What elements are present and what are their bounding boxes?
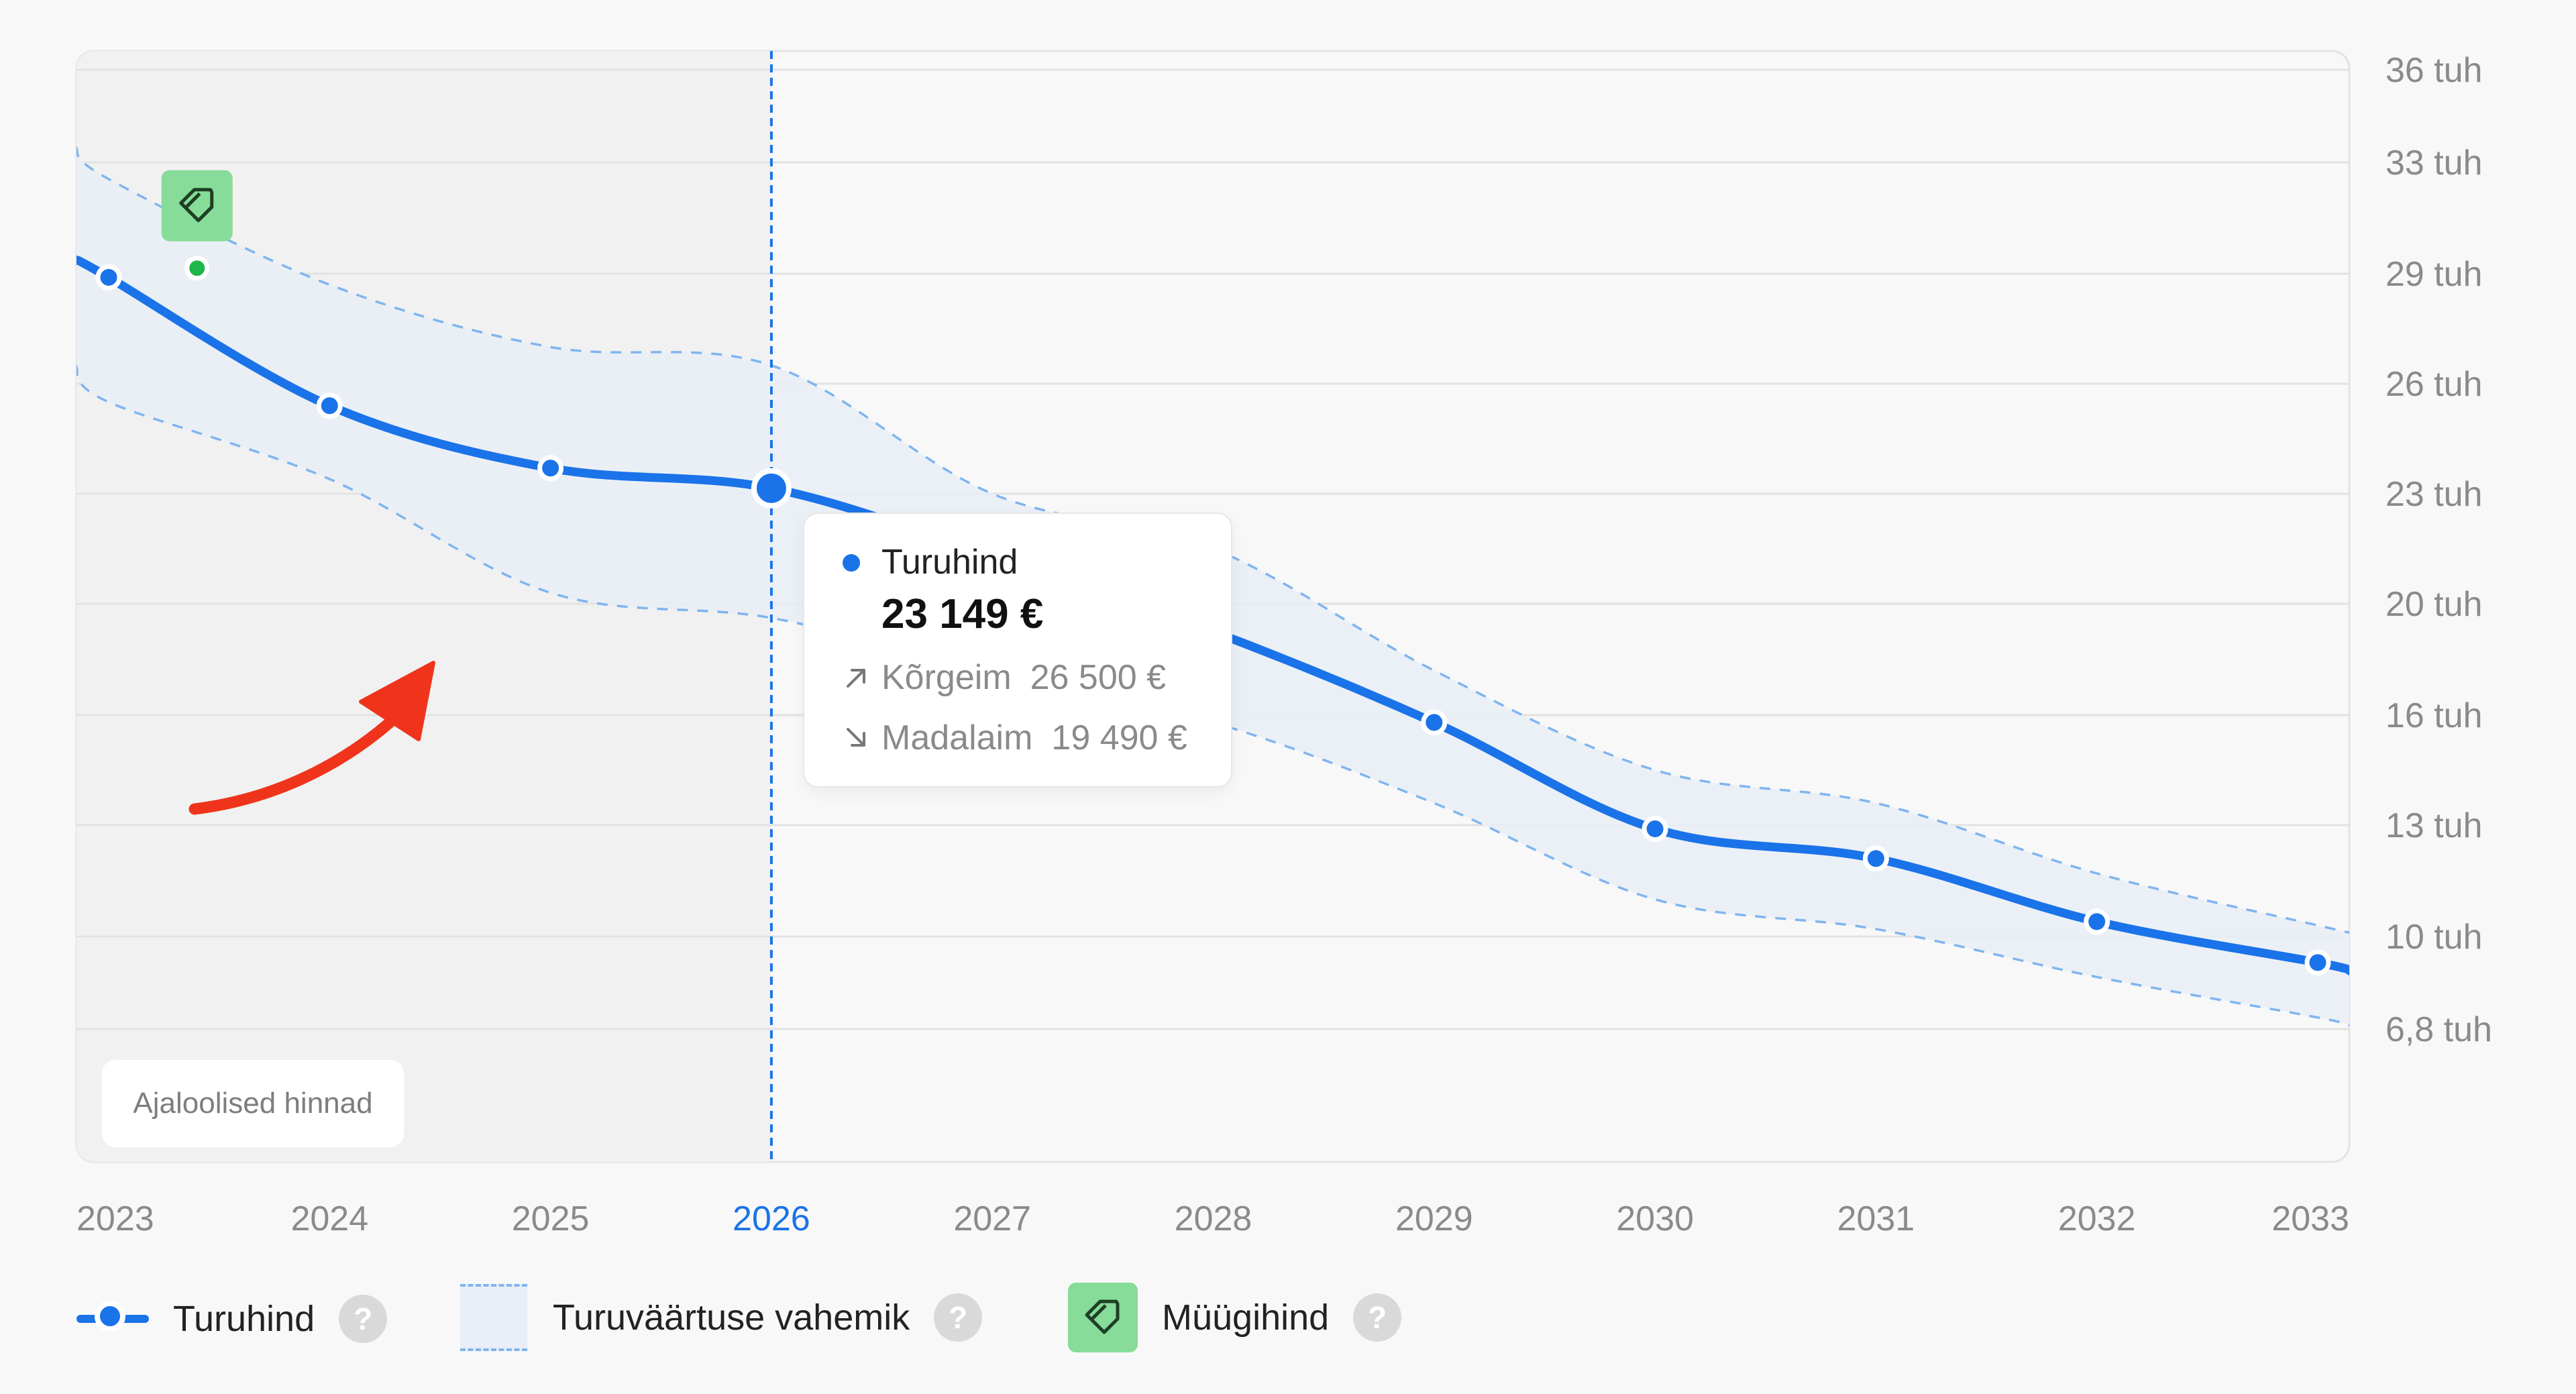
x-tick-label: 2023 xyxy=(76,1199,154,1238)
x-tick-label: 2027 xyxy=(953,1199,1031,1238)
y-tick-label: 10 tuh xyxy=(2385,918,2483,957)
x-tick-label: 2033 xyxy=(2271,1199,2349,1238)
x-tick-label: 2025 xyxy=(512,1199,590,1238)
legend-item-market-price[interactable]: Turuhind ? xyxy=(76,1295,388,1343)
price-point xyxy=(1421,709,1448,736)
x-tick-label: 2030 xyxy=(1616,1199,1694,1238)
sale-price-dot xyxy=(184,256,210,281)
arrow-up-right-icon xyxy=(847,669,865,688)
help-icon[interactable]: ? xyxy=(1353,1293,1402,1342)
tooltip-low-label: Madalaim xyxy=(881,718,1033,757)
price-point xyxy=(1862,845,1889,872)
help-icon[interactable]: ? xyxy=(934,1293,983,1342)
price-tooltip xyxy=(803,513,1232,788)
x-tick-label: 2028 xyxy=(1175,1199,1252,1238)
legend-label-value-range: Turuväärtuse vahemik xyxy=(553,1297,910,1338)
selected-price-point xyxy=(751,468,792,508)
historical-prices-label: Ajaloolised hinnad xyxy=(133,1087,373,1120)
sale-price-marker[interactable] xyxy=(161,170,233,281)
tooltip-high-value: 26 500 € xyxy=(1030,658,1167,697)
tooltip-price-value: 23 149 € xyxy=(881,591,1044,637)
legend-label-sale-price: Müügihind xyxy=(1162,1297,1330,1338)
x-tick-label: 2026 xyxy=(733,1199,810,1238)
red-curved-arrow-icon xyxy=(189,661,435,815)
tooltip-series-dot xyxy=(843,554,860,572)
y-tick-label: 20 tuh xyxy=(2385,585,2483,624)
dashed-range-icon xyxy=(460,1284,527,1351)
historical-prices-badge: Ajaloolised hinnad xyxy=(102,1060,404,1147)
price-point xyxy=(1642,816,1668,843)
x-tick-label: 2032 xyxy=(2058,1199,2136,1238)
x-tick-label: 2024 xyxy=(290,1199,368,1238)
legend-item-value-range[interactable]: Turuväärtuse vahemik ? xyxy=(460,1284,983,1351)
legend-label-market-price: Turuhind xyxy=(173,1299,315,1339)
arrow-down-right-icon xyxy=(847,728,865,747)
line-dot-icon xyxy=(76,1299,149,1339)
y-tick-label: 36 tuh xyxy=(2385,51,2483,90)
price-point xyxy=(316,392,343,419)
y-tick-label: 26 tuh xyxy=(2385,365,2483,404)
y-tick-label: 6,8 tuh xyxy=(2385,1010,2492,1049)
price-point xyxy=(537,455,564,482)
y-tick-label: 13 tuh xyxy=(2385,806,2483,845)
tooltip-low-value: 19 490 € xyxy=(1051,718,1187,757)
price-tag-icon xyxy=(161,170,233,242)
x-tick-label: 2031 xyxy=(1837,1199,1915,1238)
tag-glyph-icon xyxy=(179,188,214,223)
tooltip-high-label: Kõrgeim xyxy=(881,658,1012,697)
y-tick-label: 23 tuh xyxy=(2385,475,2483,514)
price-point xyxy=(2304,949,2331,976)
tag-glyph-icon xyxy=(1085,1299,1120,1334)
price-point xyxy=(2084,908,2110,935)
y-tick-label: 16 tuh xyxy=(2385,696,2483,735)
legend-item-sale-price[interactable]: Müügihind ? xyxy=(1068,1283,1402,1352)
help-icon[interactable]: ? xyxy=(339,1295,388,1343)
price-tag-icon xyxy=(1068,1283,1138,1352)
y-tick-label: 33 tuh xyxy=(2385,144,2483,182)
tooltip-high-row: Kõrgeim 26 500 € xyxy=(840,657,1166,698)
tooltip-low-row: Madalaim 19 490 € xyxy=(840,718,1187,758)
price-point xyxy=(95,264,122,290)
y-tick-label: 29 tuh xyxy=(2385,255,2483,294)
tooltip-series-label: Turuhind xyxy=(881,543,1018,582)
x-tick-label: 2029 xyxy=(1395,1199,1473,1238)
